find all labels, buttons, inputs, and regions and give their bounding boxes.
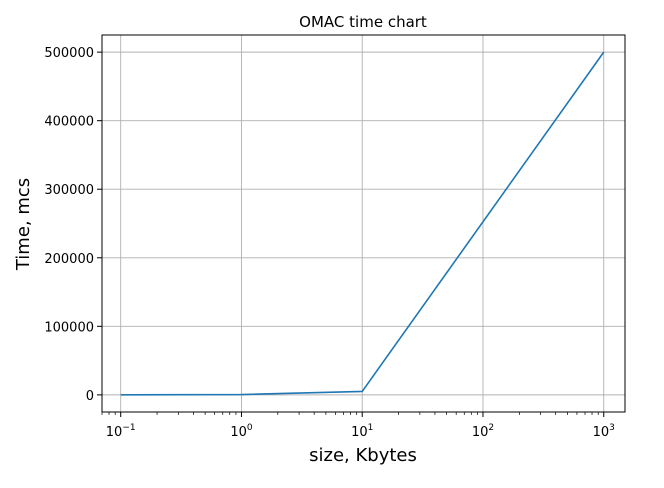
x-tick-label: 100 (230, 423, 253, 440)
axis-ticks: 10−1 100 101 102 103010000020000030000040000… (44, 46, 615, 440)
y-tick-label: 400000 (44, 115, 94, 130)
x-tick-label: 103 (593, 423, 615, 440)
x-tick-label-exponent: −1 (122, 423, 135, 433)
series-line-group (120, 51, 605, 396)
series-line (120, 51, 605, 396)
x-tick-label: 101 (351, 423, 373, 440)
x-axis-label: size, Kbytes (309, 445, 417, 466)
y-tick-label: 300000 (44, 183, 94, 198)
x-tick-label: 10−1 (106, 423, 136, 440)
x-tick-label-base: 10 (230, 425, 247, 440)
x-tick-label: 102 (472, 423, 494, 440)
x-tick-label-exponent: 0 (247, 423, 253, 433)
y-tick-label: 0 (86, 389, 94, 404)
x-tick-label-base: 10 (351, 425, 368, 440)
x-tick-label-exponent: 2 (488, 423, 494, 433)
y-axis-label: Time, mcs (13, 178, 34, 271)
y-tick-label: 200000 (44, 252, 94, 267)
x-tick-label-exponent: 1 (368, 423, 374, 433)
x-tick-label-exponent: 3 (609, 423, 615, 433)
x-tick-label-base: 10 (106, 425, 123, 440)
plot-frame (101, 34, 626, 413)
y-tick-label: 500000 (44, 46, 94, 61)
grid (102, 35, 625, 412)
y-tick-label: 100000 (44, 320, 94, 335)
x-tick-label-base: 10 (472, 425, 489, 440)
x-tick-label-base: 10 (593, 425, 610, 440)
chart-title: OMAC time chart (299, 13, 427, 31)
